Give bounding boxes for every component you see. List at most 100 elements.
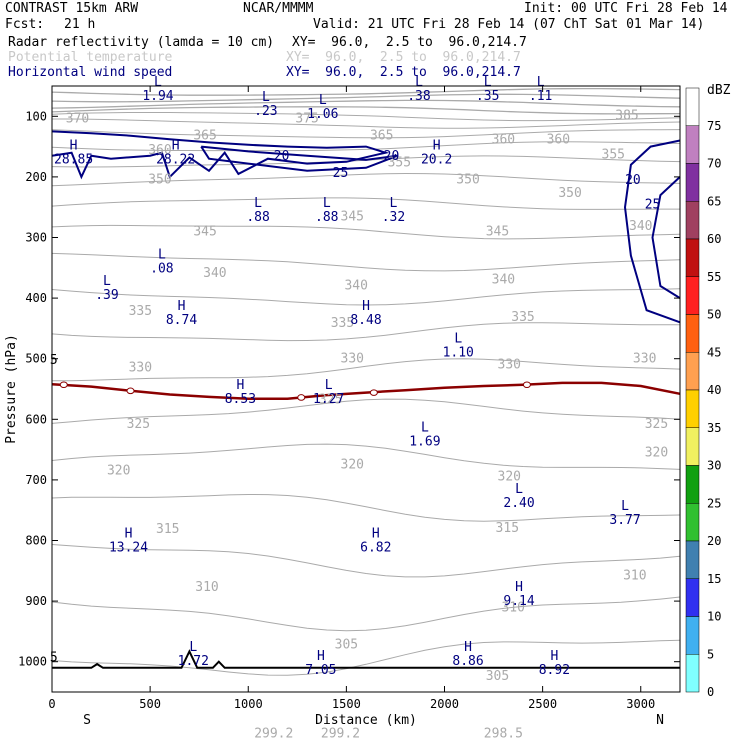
x-tick-label: 1000 bbox=[234, 697, 263, 711]
theta-contour-line bbox=[51, 197, 680, 210]
model-title: CONTRAST 15km ARW bbox=[5, 1, 139, 16]
extremum-kind: H bbox=[70, 139, 78, 154]
field-xy: XY= 96.0, 2.5 to 96.0,214.7 bbox=[286, 50, 521, 65]
theta-contour-label: 365 bbox=[193, 128, 216, 143]
colorbar-swatch bbox=[685, 654, 700, 693]
theta-contour-line bbox=[51, 172, 681, 187]
theta-contour-label: 340 bbox=[492, 273, 515, 288]
colorbar-label: 55 bbox=[707, 270, 721, 284]
theta-contour-line bbox=[51, 596, 681, 632]
plot-frame bbox=[51, 85, 681, 693]
theta-contour-label: 299.2 bbox=[321, 726, 360, 740]
theta-contour-line bbox=[52, 358, 681, 382]
zero-contour-marker bbox=[369, 389, 378, 396]
fcst-value: 21 h bbox=[64, 17, 96, 32]
wind-contour-line bbox=[651, 176, 681, 299]
x-tick-label: 1500 bbox=[332, 697, 361, 711]
extremum-kind: L bbox=[415, 75, 423, 90]
y-tick-label: 900 bbox=[25, 594, 47, 608]
theta-contour-label: 355 bbox=[602, 148, 625, 163]
extremum-value: 8.53 bbox=[225, 392, 256, 407]
colorbar-label: 30 bbox=[707, 459, 721, 473]
extremum-value: .88 bbox=[315, 210, 338, 225]
extremum-kind: L bbox=[254, 196, 262, 211]
theta-contour-line bbox=[51, 224, 681, 240]
theta-contour-label: 335 bbox=[511, 310, 534, 325]
x-tick-label: 500 bbox=[139, 697, 161, 711]
field-name: Horizontal wind speed bbox=[8, 65, 173, 80]
colorbar-swatch bbox=[685, 163, 700, 202]
extremum-kind: L bbox=[537, 75, 545, 90]
extremum-value: 8.92 bbox=[539, 663, 570, 678]
extremum-value: .08 bbox=[150, 262, 173, 277]
y-tick-label: 800 bbox=[25, 534, 47, 548]
extremum-kind: L bbox=[515, 482, 523, 497]
extremum-value: 1.06 bbox=[307, 107, 338, 122]
colorbar-swatch bbox=[685, 578, 700, 617]
colorbar-label: 5 bbox=[707, 647, 714, 661]
extremum-value: .11 bbox=[529, 89, 552, 104]
extremum-value: .35 bbox=[476, 89, 499, 104]
colorbar-label: 45 bbox=[707, 345, 721, 359]
x-tick-label: 3000 bbox=[626, 697, 655, 711]
extremum-value: 2.40 bbox=[503, 496, 534, 511]
theta-contour-label: 325 bbox=[319, 393, 342, 408]
extremum-kind: H bbox=[317, 649, 325, 664]
theta-contour-line bbox=[51, 112, 681, 122]
extremum-kind: H bbox=[236, 378, 244, 393]
extremum-kind: L bbox=[421, 420, 429, 435]
init-time: Init: 00 UTC Fri 28 Feb 14 bbox=[524, 1, 728, 16]
extremum-kind: L bbox=[454, 331, 462, 346]
colorbar-label: 10 bbox=[707, 610, 721, 624]
extremum-kind: L bbox=[323, 196, 331, 211]
extremum-value: 28.85 bbox=[54, 153, 93, 168]
colorbar-swatch bbox=[685, 616, 700, 655]
zero-contour-marker bbox=[59, 381, 68, 389]
extremum-kind: H bbox=[433, 139, 441, 154]
theta-contour-line bbox=[51, 398, 681, 424]
theta-contour-label: 345 bbox=[341, 210, 364, 225]
field-name: Potential temperature bbox=[8, 50, 173, 65]
y-tick-label: 400 bbox=[25, 291, 47, 305]
wind-contour-line bbox=[200, 145, 398, 172]
theta-contour-label: 310 bbox=[501, 600, 524, 615]
theta-contour-label: 335 bbox=[129, 304, 152, 319]
colorbar-label: 35 bbox=[707, 421, 721, 435]
wind-contour-label: 20 bbox=[625, 173, 641, 188]
extremum-value: .88 bbox=[246, 210, 269, 225]
theta-contour-line bbox=[51, 87, 681, 96]
x-tick-label: 2500 bbox=[528, 697, 557, 711]
zero-contour-line bbox=[51, 381, 681, 400]
colorbar-label: 75 bbox=[707, 119, 721, 133]
theta-contour-label: 320 bbox=[645, 445, 668, 460]
y-tick-label: 1000 bbox=[18, 655, 47, 669]
extremum-kind: L bbox=[189, 640, 197, 655]
theta-contour-label: 305 bbox=[486, 669, 509, 684]
theta-contour-line bbox=[51, 252, 681, 272]
theta-contour-label: 310 bbox=[195, 580, 218, 595]
theta-contour-label: 340 bbox=[344, 279, 367, 294]
extremum-value: .39 bbox=[95, 288, 118, 303]
extremum-value: 6.82 bbox=[360, 540, 391, 555]
extremum-value: 1.10 bbox=[443, 345, 474, 360]
theta-contour-label: 320 bbox=[498, 470, 521, 485]
colorbar-swatch bbox=[685, 201, 700, 240]
extremum-kind: H bbox=[362, 299, 370, 314]
y-tick-label: 700 bbox=[25, 473, 47, 487]
theta-contour-label: 299.2 bbox=[254, 726, 293, 740]
field-xy: XY= 96.0, 2.5 to 96.0,214.7 bbox=[286, 65, 521, 80]
theta-contour-line bbox=[51, 141, 681, 152]
extremum-value: 3.77 bbox=[609, 513, 640, 528]
colorbar-label: 60 bbox=[707, 232, 721, 246]
extremum-kind: L bbox=[158, 248, 166, 263]
theta-contour-label: 325 bbox=[127, 417, 150, 432]
extremum-kind: L bbox=[154, 75, 162, 90]
chart-marks: 370 375 385 365 365 360 360 360 355 355 350 350 350 3… bbox=[50, 75, 681, 740]
colorbar-swatch bbox=[685, 389, 700, 428]
theta-contour-line bbox=[51, 322, 680, 342]
theta-contour-label: 360 bbox=[547, 133, 570, 148]
extremum-value: 1.27 bbox=[313, 392, 344, 407]
colorbar-swatch bbox=[685, 314, 700, 353]
extremum-kind: H bbox=[464, 640, 472, 655]
